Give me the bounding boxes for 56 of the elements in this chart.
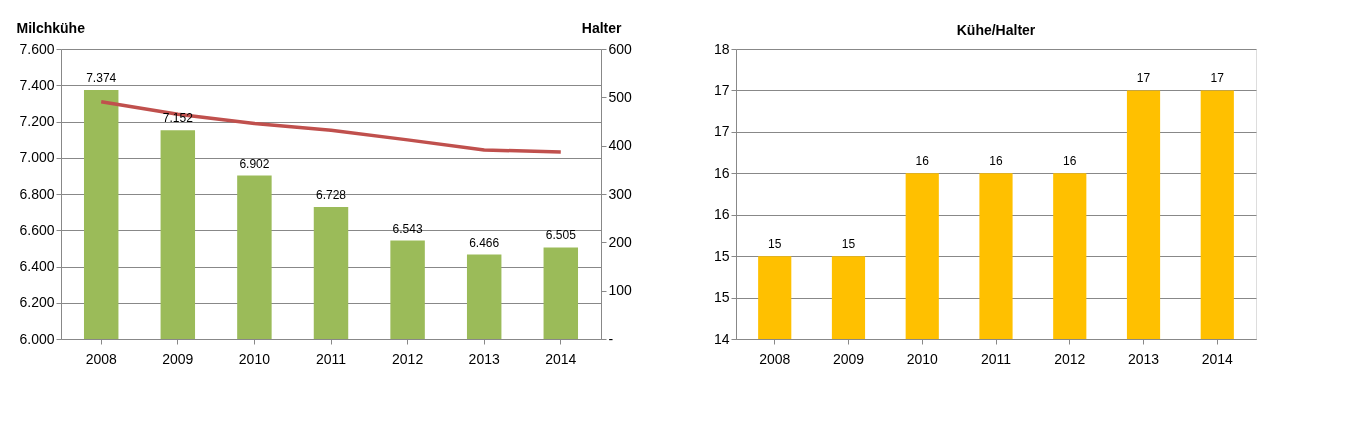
y-tick-label: 7.400 [19,76,55,93]
data-label: 16 [1063,154,1077,169]
x-tick-label: 2014 [1201,350,1234,367]
y-tick-label: 16 [713,206,730,223]
x-tick-label: 2009 [162,350,194,367]
y-tick-label: 6.200 [19,294,55,311]
x-tick-label: 2014 [545,350,577,367]
x-tick-label: 2011 [315,350,347,367]
y-tick-label: 7.200 [19,113,55,129]
y-tick-label: 6.000 [19,330,55,347]
y2-axis-title: Halter [581,19,623,36]
y-tick-label: 15 [713,289,730,306]
data-label: 6.728 [315,188,347,203]
data-label: 7.374 [86,70,117,85]
x-tick-label: 2013 [1127,350,1160,367]
line-series [99,99,563,154]
y-tick-label: 15 [713,247,730,264]
y2-tick-label: 400 [608,137,633,154]
x-tick-label: 2008 [759,350,791,367]
y2-tick-label: 500 [608,88,633,105]
data-label: 6.466 [469,235,500,250]
y2-tick-label: 100 [608,282,633,299]
chart-title: Kühe/Halter [956,22,1036,38]
y2-tick-label: 300 [608,185,633,202]
data-label: 6.505 [545,228,577,243]
y2-tick-label: 600 [608,40,633,57]
data-label: 16 [989,154,1003,169]
y-tick-label: 7.600 [19,40,55,57]
data-label: 6.902 [239,156,270,171]
data-label: 7.152 [162,111,194,126]
y-tick-label: 6.600 [19,221,55,238]
data-label: 15 [768,237,782,252]
x-tick-label: 2010 [238,350,271,367]
y-tick-label: 7.000 [19,149,55,166]
y-tick-label: 17 [713,123,730,140]
x-tick-label: 2009 [832,350,865,367]
y-tick-label: 6.800 [19,185,55,202]
x-tick-label: 2012 [392,350,424,367]
y-tick-label: 14 [713,330,730,347]
data-label: 16 [915,154,930,169]
data-label: 17 [1136,71,1151,86]
data-label: 17 [1210,71,1225,86]
y2-tick-label: 200 [608,233,633,250]
x-tick-label: 2013 [468,350,500,367]
x-tick-label: 2010 [906,350,939,367]
y-tick-label: 16 [713,164,730,181]
y2-tick-label: - [608,330,614,347]
y-axis-title: Milchkühe [16,19,86,36]
x-tick-label: 2011 [980,350,1012,367]
x-tick-label: 2012 [1054,350,1086,367]
y-tick-label: 18 [713,40,730,57]
x-tick-label: 2008 [85,350,117,367]
data-label: 6.543 [392,221,423,236]
data-label: 15 [841,237,856,252]
y-tick-label: 17 [713,81,730,98]
y-tick-label: 6.400 [19,258,55,274]
